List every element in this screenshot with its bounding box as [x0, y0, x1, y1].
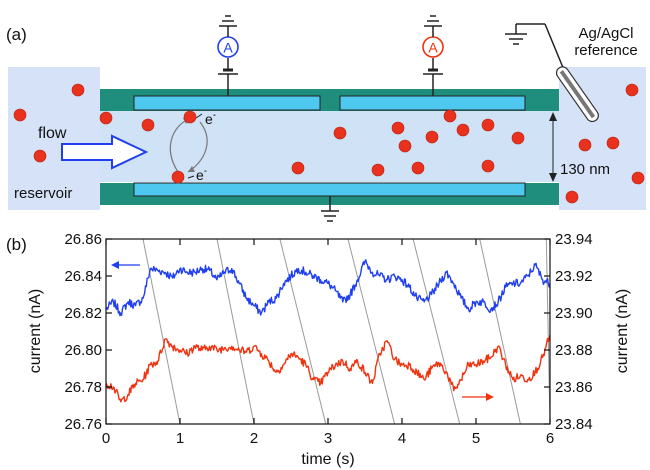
diagonal-line	[479, 238, 521, 425]
gap-label: 130 nm	[560, 161, 610, 178]
particle	[398, 139, 412, 153]
particle	[13, 108, 27, 122]
particle	[425, 130, 439, 144]
ground-icon	[321, 196, 339, 222]
x-tick-label: 6	[546, 430, 554, 447]
y-tick-label-right: 23.86	[555, 379, 593, 396]
diagonal-line	[142, 238, 181, 425]
ground-icon	[424, 15, 442, 27]
x-tick-label: 4	[398, 430, 406, 447]
reference-electrode: Ag/AgCl reference	[505, 23, 638, 123]
particle	[141, 118, 155, 132]
ammeter-right: A	[422, 15, 444, 96]
y-tick-label-right: 23.90	[555, 305, 593, 322]
panel-label-a: (a)	[6, 25, 27, 44]
particle	[99, 111, 113, 125]
particle	[391, 121, 405, 135]
particle	[333, 126, 347, 140]
particle	[481, 159, 495, 173]
x-axis-label: time (s)	[301, 451, 354, 468]
y-tick-label-right: 23.94	[555, 231, 593, 248]
y-axis-right: 23.84 23.86 23.88 23.90 23.92 23.94	[544, 231, 593, 433]
diagonal-line	[347, 238, 396, 425]
y-axis-label-left: current (nA)	[27, 289, 44, 373]
ground-icon	[219, 15, 237, 27]
particle	[511, 131, 525, 145]
x-tick-label: 2	[250, 430, 258, 447]
bottom-electrode	[133, 182, 526, 197]
gap-dimension-icon	[549, 112, 557, 182]
x-tick-label: 3	[324, 430, 332, 447]
reference-electrode-icon	[555, 66, 599, 123]
ammeter-symbol: A	[223, 40, 233, 56]
left-reservoir	[8, 67, 100, 210]
y-tick-label-left: 26.78	[64, 379, 102, 396]
y-tick-label-left: 26.86	[64, 231, 102, 248]
ground-icon	[505, 33, 527, 45]
diagonal-line	[545, 238, 551, 425]
x-tick-label: 5	[472, 430, 480, 447]
diagonal-line	[279, 238, 327, 425]
reference-label-line2: reference	[574, 42, 637, 59]
ammeter-left: A	[217, 15, 239, 96]
particle	[411, 161, 425, 175]
particle	[291, 161, 305, 175]
x-tick-label: 1	[176, 430, 184, 447]
y-tick-label-left: 26.76	[64, 416, 102, 433]
particle	[625, 83, 639, 97]
y-tick-label-left: 26.80	[64, 342, 102, 359]
y-tick-label-right: 23.92	[555, 268, 593, 285]
particle	[171, 170, 185, 184]
ammeter-symbol: A	[428, 40, 438, 56]
diagonal-line	[412, 238, 461, 425]
reference-label-line1: Ag/AgCl	[578, 25, 633, 42]
y-tick-label-left: 26.84	[64, 268, 102, 285]
y-tick-label-right: 23.84	[555, 416, 593, 433]
y-tick-label-right: 23.88	[555, 342, 593, 359]
diagonal-line	[216, 238, 255, 425]
x-axis: 0 1 2 3 4 5 6	[102, 239, 554, 447]
plot-frame	[105, 238, 551, 425]
particle	[456, 123, 470, 137]
y-tick-label-left: 26.82	[64, 305, 102, 322]
schematic-panel: (a) A	[6, 15, 646, 222]
y-axis-label-right: current (nA)	[614, 289, 631, 373]
electron-label-top: e-	[205, 110, 216, 127]
panel-label-b: (b)	[6, 235, 27, 254]
particle	[578, 138, 592, 152]
particle	[33, 149, 47, 163]
particle	[443, 109, 457, 123]
flow-label: flow	[38, 125, 67, 142]
particle	[481, 118, 495, 132]
reservoir-label: reservoir	[14, 185, 72, 202]
electron-label-bottom: e-	[196, 166, 207, 183]
particle	[631, 171, 645, 185]
top-electrode-right	[339, 95, 526, 111]
series-line-left-axis	[105, 259, 551, 317]
series-line-right-axis	[105, 335, 551, 403]
y-axis-left: 26.76 26.78 26.80 26.82 26.84 26.86	[64, 231, 112, 433]
particle	[565, 190, 579, 204]
particle	[371, 163, 385, 177]
flow-arrow-icon	[61, 134, 149, 170]
left-axis-arrow-icon	[111, 261, 140, 269]
particle	[183, 110, 197, 124]
particle	[606, 136, 620, 150]
diagonal-lines	[142, 238, 551, 425]
x-tick-label: 0	[102, 430, 110, 447]
series-group	[105, 259, 551, 403]
particle	[71, 83, 85, 97]
top-electrode-left	[133, 95, 321, 111]
right-axis-arrow-icon	[462, 393, 494, 401]
particles	[13, 83, 645, 204]
